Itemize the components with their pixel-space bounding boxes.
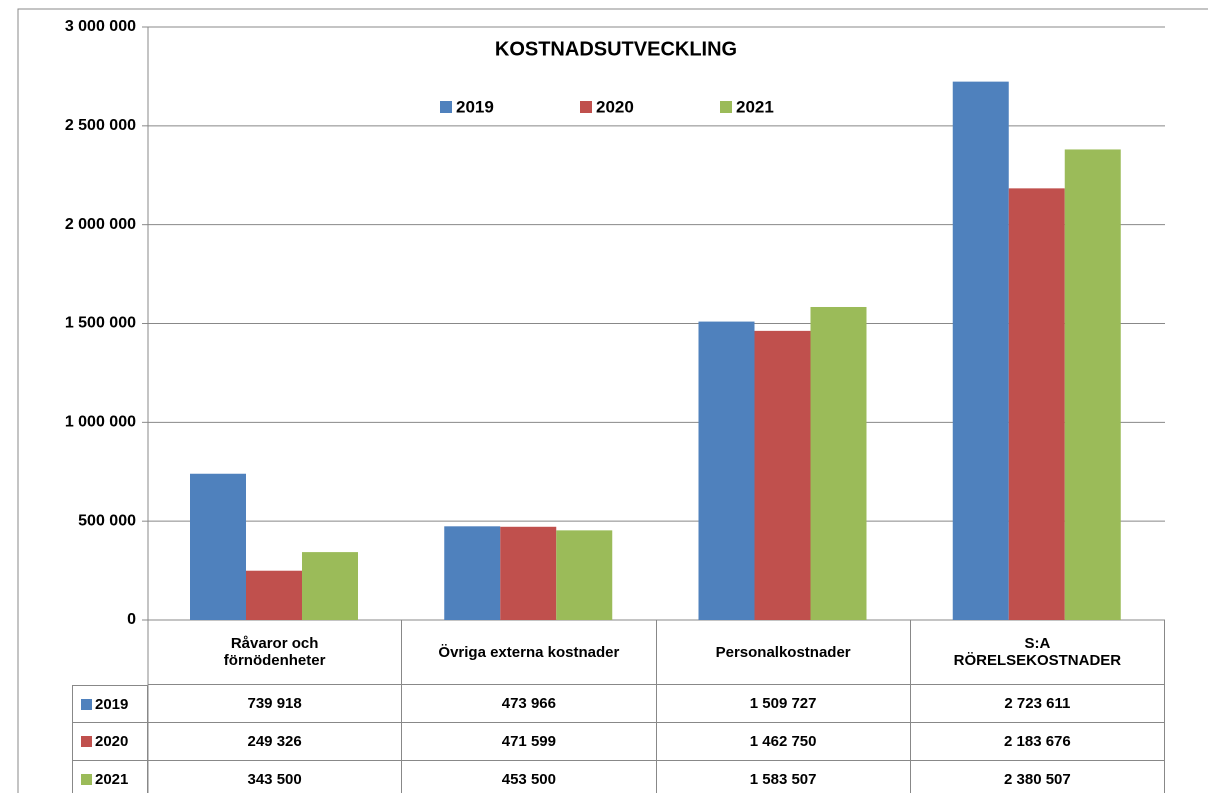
legend-label: 2021 bbox=[736, 97, 774, 116]
legend-swatch bbox=[580, 101, 592, 113]
table-value: 1 509 727 bbox=[656, 685, 911, 723]
bar bbox=[444, 526, 501, 620]
bar bbox=[302, 552, 358, 620]
bar bbox=[698, 321, 755, 620]
y-tick-label: 0 bbox=[127, 611, 136, 628]
bar bbox=[754, 330, 811, 620]
chart-title: KOSTNADSUTVECKLING bbox=[495, 38, 737, 60]
legend-label: 2020 bbox=[596, 97, 634, 116]
category-label: Personalkostnader bbox=[656, 620, 911, 685]
bar bbox=[246, 570, 302, 620]
legend-label: 2019 bbox=[456, 97, 494, 116]
bar bbox=[1064, 149, 1121, 620]
table-value: 343 500 bbox=[148, 761, 403, 793]
bar bbox=[500, 526, 557, 620]
table-swatch bbox=[81, 736, 92, 747]
category-label: S:A RÖRELSEKOSTNADER bbox=[910, 620, 1165, 685]
legend-swatch bbox=[440, 101, 452, 113]
table-key: 2021 bbox=[72, 761, 148, 793]
table-key: 2020 bbox=[72, 723, 148, 761]
category-label: Råvaror och förnödenheter bbox=[148, 620, 403, 685]
table-value: 2 380 507 bbox=[911, 761, 1165, 793]
bar bbox=[556, 530, 613, 620]
bar bbox=[952, 81, 1009, 621]
y-tick-label: 1 000 000 bbox=[65, 414, 136, 431]
table-value: 1 583 507 bbox=[657, 761, 911, 793]
y-tick-label: 2 000 000 bbox=[65, 216, 136, 233]
table-series-name: 2019 bbox=[95, 695, 129, 713]
table-value: 249 326 bbox=[148, 723, 403, 761]
table-series-name: 2021 bbox=[95, 771, 129, 788]
table-value: 473 966 bbox=[402, 685, 657, 723]
y-tick-label: 2 500 000 bbox=[65, 117, 136, 134]
table-key: 2019 bbox=[72, 685, 148, 723]
bar bbox=[810, 306, 867, 620]
table-series-name: 2020 bbox=[95, 733, 129, 750]
table-value: 471 599 bbox=[402, 723, 657, 761]
category-label: Övriga externa kostnader bbox=[402, 620, 657, 685]
table-value: 453 500 bbox=[402, 761, 657, 793]
table-swatch bbox=[81, 698, 92, 710]
table-value: 2 723 611 bbox=[910, 685, 1165, 723]
table-value: 1 462 750 bbox=[656, 723, 911, 761]
y-tick-label: 1 500 000 bbox=[65, 315, 136, 332]
table-value: 739 918 bbox=[148, 685, 403, 723]
y-tick-label: 3 000 000 bbox=[65, 18, 136, 35]
bar bbox=[1008, 188, 1065, 620]
chart-border bbox=[17, 8, 1208, 793]
table-value: 2 183 676 bbox=[910, 723, 1165, 761]
table-swatch bbox=[81, 774, 92, 785]
bar bbox=[190, 473, 246, 620]
legend-swatch bbox=[720, 101, 732, 113]
y-tick-label: 500 000 bbox=[78, 512, 136, 529]
